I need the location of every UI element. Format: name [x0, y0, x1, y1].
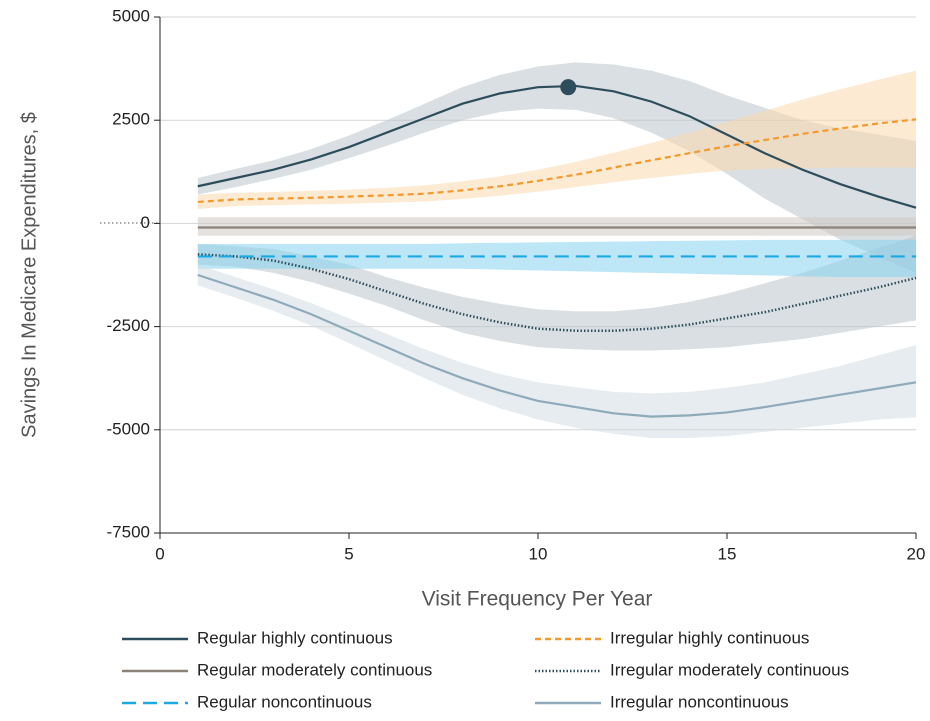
legend-label: Regular moderately continuous — [197, 660, 432, 679]
x-axis-label: Visit Frequency Per Year — [422, 588, 653, 611]
legend-label: Regular noncontinuous — [197, 692, 372, 711]
x-tick-label: 10 — [529, 544, 548, 563]
confidence-band — [197, 62, 917, 273]
x-tick-label: 0 — [155, 544, 164, 563]
y-tick-label: 2500 — [112, 110, 150, 129]
y-tick-label: -7500 — [107, 522, 150, 541]
y-axis-label: Savings In Medicare Expenditures, $ — [18, 112, 40, 438]
y-tick-label: 0 — [141, 213, 150, 232]
legend-label: Irregular moderately continuous — [610, 660, 849, 679]
y-tick-label: 5000 — [112, 6, 150, 25]
highlight-point — [560, 79, 577, 96]
confidence-band — [197, 235, 917, 351]
y-tick-label: -5000 — [107, 419, 150, 438]
x-tick-label: 15 — [718, 544, 737, 563]
series-line — [197, 273, 917, 418]
x-tick-label: 20 — [907, 544, 926, 563]
y-tick-label: -2500 — [107, 316, 150, 335]
confidence-band — [197, 239, 917, 278]
x-tick-label: 5 — [344, 544, 353, 563]
confidence-band — [197, 70, 917, 209]
legend-label: Irregular noncontinuous — [610, 692, 789, 711]
confidence-band — [197, 264, 917, 439]
legend-label: Irregular highly continuous — [610, 628, 809, 647]
series-line — [197, 84, 917, 209]
legend-label: Regular highly continuous — [197, 628, 393, 647]
series-line — [197, 118, 917, 204]
series-line — [197, 253, 917, 332]
